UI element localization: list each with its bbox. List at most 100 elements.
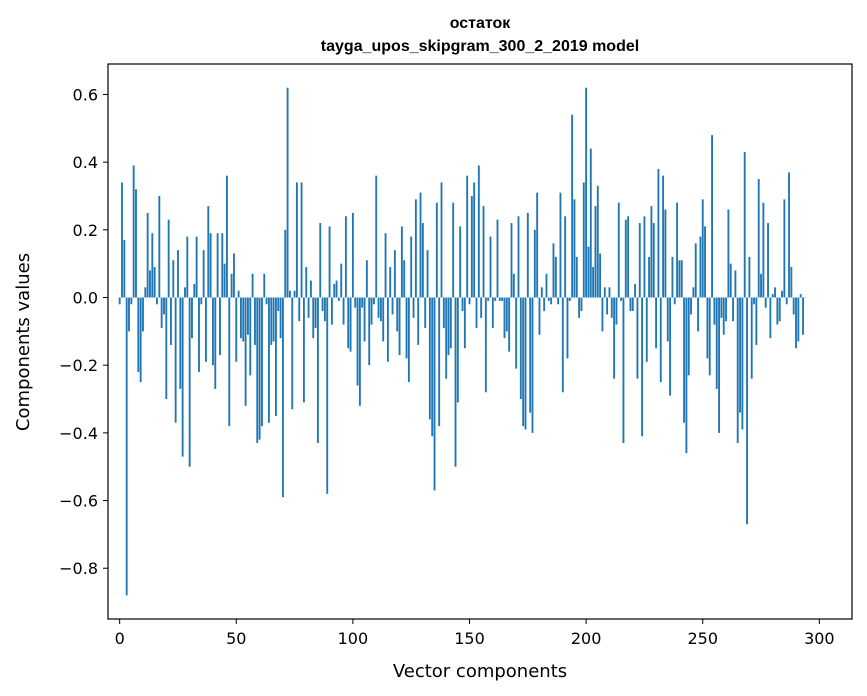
bar-265 <box>736 297 739 444</box>
bar-263 <box>732 297 734 322</box>
bar-215 <box>620 297 623 301</box>
bar-165 <box>503 297 506 339</box>
bar-227 <box>648 256 651 298</box>
bar-61 <box>261 297 263 427</box>
bar-190 <box>561 297 564 393</box>
bar-176 <box>529 297 532 413</box>
bar-28 <box>184 287 186 298</box>
bar-113 <box>382 297 385 342</box>
bar-41 <box>214 297 217 389</box>
bar-33 <box>195 236 198 298</box>
bar-148 <box>463 297 466 349</box>
bar-57 <box>251 273 254 298</box>
bar-137 <box>438 297 441 427</box>
bar-266 <box>739 297 741 413</box>
bar-39 <box>209 233 212 298</box>
bar-204 <box>594 206 597 298</box>
bar-101 <box>354 297 357 308</box>
bar-278 <box>767 223 769 298</box>
bar-279 <box>769 297 772 339</box>
bars-group <box>118 87 807 596</box>
bar-167 <box>508 297 511 352</box>
bar-138 <box>440 182 443 298</box>
bar-288 <box>790 267 793 298</box>
y-tick-label: 0.2 <box>73 221 98 240</box>
bar-58 <box>254 297 256 345</box>
bar-267 <box>741 297 744 430</box>
bar-73 <box>288 290 291 298</box>
bar-282 <box>776 297 779 325</box>
bar-103 <box>358 297 361 406</box>
bar-9 <box>139 297 142 383</box>
bar-219 <box>629 297 632 312</box>
bar-146 <box>459 226 462 298</box>
bar-293 <box>802 297 804 335</box>
bar-285 <box>783 199 786 298</box>
bar-209 <box>606 297 609 315</box>
bar-181 <box>540 287 543 298</box>
bar-75 <box>293 290 296 298</box>
bar-86 <box>319 223 322 298</box>
bar-23 <box>172 260 175 298</box>
bar-217 <box>624 219 627 298</box>
bar-80 <box>305 267 308 298</box>
bar-275 <box>760 273 762 298</box>
bar-206 <box>599 253 602 298</box>
bar-229 <box>652 223 655 298</box>
bar-242 <box>683 297 686 423</box>
bar-52 <box>240 297 242 339</box>
bar-54 <box>244 297 247 406</box>
bar-243 <box>685 297 688 454</box>
bar-1 <box>121 182 123 298</box>
bar-187 <box>554 256 557 298</box>
bar-177 <box>531 297 534 433</box>
bar-161 <box>494 297 497 301</box>
y-tick-label: −0.8 <box>59 559 98 578</box>
bar-134 <box>431 297 434 437</box>
bar-92 <box>333 283 336 298</box>
bar-59 <box>256 297 259 444</box>
bar-15 <box>153 267 156 298</box>
bar-144 <box>454 297 457 467</box>
chart-title: остаток <box>450 15 512 32</box>
bar-119 <box>396 297 399 332</box>
bar-274 <box>757 179 760 298</box>
bar-76 <box>295 182 298 298</box>
bar-130 <box>421 223 424 298</box>
bar-172 <box>519 297 522 400</box>
bar-94 <box>337 297 340 301</box>
bar-256 <box>715 297 718 389</box>
bar-106 <box>365 260 368 298</box>
bar-154 <box>477 165 480 298</box>
bar-253 <box>708 297 711 376</box>
bar-125 <box>410 236 413 298</box>
bar-108 <box>370 297 373 325</box>
bar-83 <box>312 297 315 339</box>
bar-159 <box>489 236 492 298</box>
bar-211 <box>610 297 613 318</box>
bar-3 <box>125 297 128 596</box>
bar-259 <box>722 297 725 335</box>
bar-43 <box>219 297 221 356</box>
bar-78 <box>300 182 303 298</box>
bar-140 <box>445 297 448 379</box>
bar-71 <box>284 229 287 298</box>
bar-147 <box>461 297 464 312</box>
bar-199 <box>582 182 585 298</box>
bar-290 <box>795 297 797 349</box>
bar-163 <box>498 297 501 301</box>
bar-34 <box>198 297 200 372</box>
y-axis-ticks: −0.8 −0.6 −0.4 −0.2 0.0 0.2 0.4 0.6 <box>59 85 108 578</box>
bar-269 <box>746 297 748 525</box>
bar-81 <box>307 297 310 318</box>
bar-162 <box>496 219 499 298</box>
bar-99 <box>349 297 352 352</box>
bar-160 <box>491 297 494 328</box>
bar-51 <box>237 290 240 298</box>
bar-25 <box>177 250 179 298</box>
bar-90 <box>328 226 331 298</box>
bar-194 <box>571 114 574 298</box>
bar-110 <box>375 175 378 298</box>
bar-4 <box>128 297 130 332</box>
bar-158 <box>487 297 490 301</box>
